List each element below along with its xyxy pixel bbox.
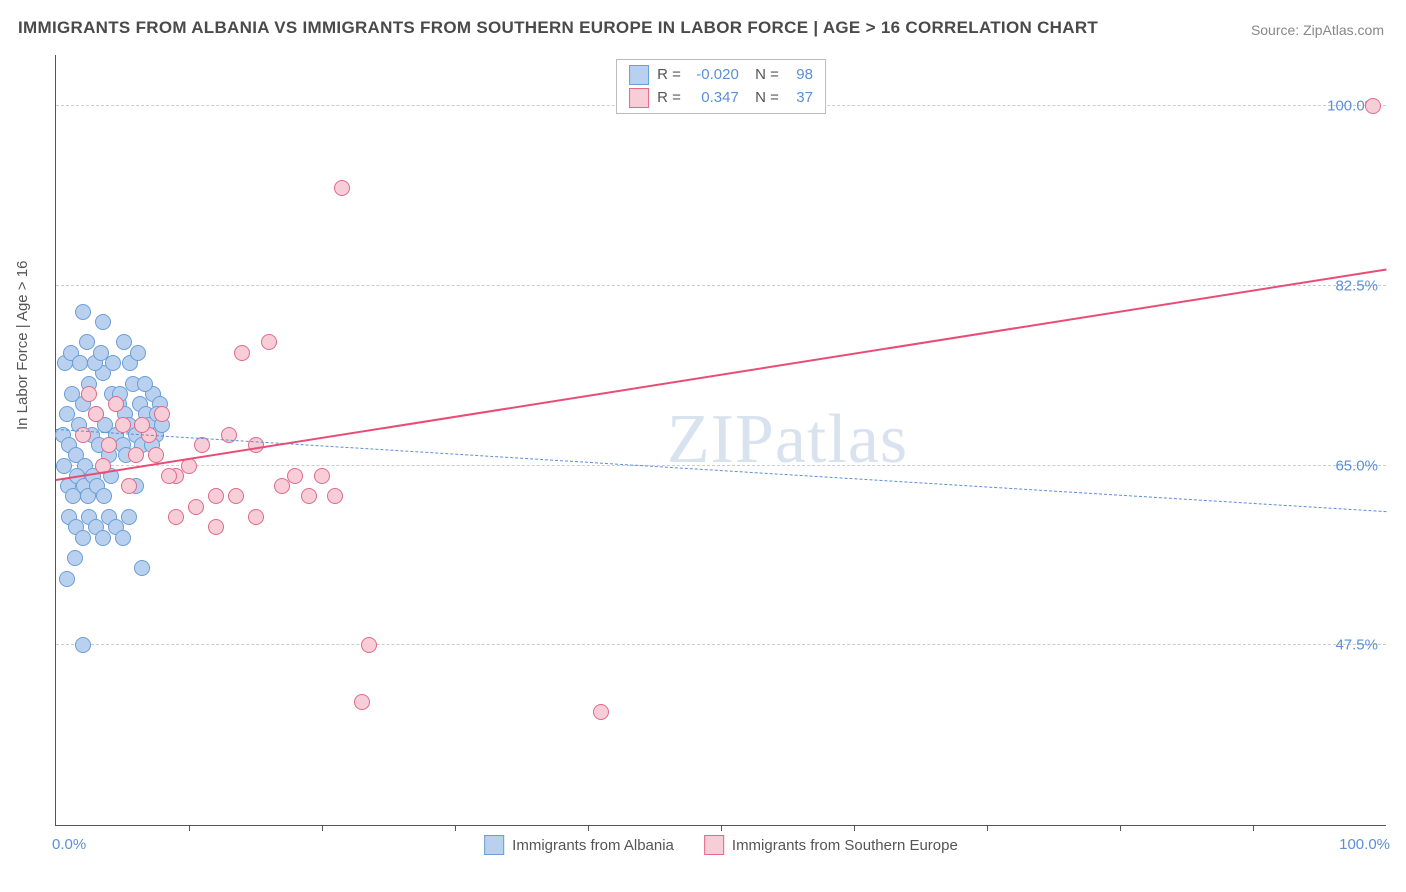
data-point xyxy=(75,530,91,546)
x-axis-label: 0.0% xyxy=(52,836,86,853)
x-tick xyxy=(455,825,456,831)
data-point xyxy=(248,437,264,453)
data-point xyxy=(1365,98,1381,114)
data-point xyxy=(96,488,112,504)
y-tick-label: 47.5% xyxy=(1335,637,1378,654)
x-tick xyxy=(987,825,988,831)
data-point xyxy=(334,180,350,196)
data-point xyxy=(148,447,164,463)
data-point xyxy=(108,396,124,412)
data-point xyxy=(67,550,83,566)
data-point xyxy=(188,499,204,515)
legend-n-value: 37 xyxy=(787,87,813,110)
legend-swatch xyxy=(484,835,504,855)
gridline xyxy=(56,644,1386,645)
data-point xyxy=(134,417,150,433)
data-point xyxy=(354,694,370,710)
data-point xyxy=(75,637,91,653)
data-point xyxy=(95,530,111,546)
data-point xyxy=(105,355,121,371)
data-point xyxy=(79,334,95,350)
data-point xyxy=(274,478,290,494)
x-tick xyxy=(721,825,722,831)
gridline xyxy=(56,465,1386,466)
data-point xyxy=(72,355,88,371)
data-point xyxy=(130,345,146,361)
legend-r-label: R = xyxy=(657,87,681,110)
legend-n-label: N = xyxy=(747,87,779,110)
data-point xyxy=(234,345,250,361)
legend-series: Immigrants from Albania Immigrants from S… xyxy=(484,835,958,855)
legend-n-label: N = xyxy=(747,64,779,87)
data-point xyxy=(208,519,224,535)
chart-title: IMMIGRANTS FROM ALBANIA VS IMMIGRANTS FR… xyxy=(18,18,1098,38)
x-tick xyxy=(1253,825,1254,831)
legend-r-label: R = xyxy=(657,64,681,87)
data-point xyxy=(361,637,377,653)
data-point xyxy=(88,406,104,422)
data-point xyxy=(75,427,91,443)
data-point xyxy=(301,488,317,504)
x-tick xyxy=(322,825,323,831)
data-point xyxy=(101,437,117,453)
data-point xyxy=(134,560,150,576)
legend-r-value: 0.347 xyxy=(689,87,739,110)
data-point xyxy=(168,509,184,525)
data-point xyxy=(261,334,277,350)
y-tick-label: 65.0% xyxy=(1335,457,1378,474)
data-point xyxy=(128,447,144,463)
plot-area: ZIPatlas R =-0.020 N =98R =0.347 N =37 I… xyxy=(55,55,1386,826)
legend-series-label: Immigrants from Southern Europe xyxy=(732,837,958,854)
data-point xyxy=(121,478,137,494)
data-point xyxy=(121,509,137,525)
legend-series-item: Immigrants from Southern Europe xyxy=(704,835,958,855)
x-tick xyxy=(1120,825,1121,831)
data-point xyxy=(314,468,330,484)
y-tick-label: 82.5% xyxy=(1335,278,1378,295)
legend-series-label: Immigrants from Albania xyxy=(512,837,674,854)
data-point xyxy=(81,386,97,402)
source-attribution: Source: ZipAtlas.com xyxy=(1251,22,1384,38)
data-point xyxy=(154,406,170,422)
legend-correlation-row: R = 0.347 N = 37 xyxy=(629,87,813,110)
y-axis-label: In Labor Force | Age > 16 xyxy=(14,261,31,430)
data-point xyxy=(161,468,177,484)
data-point xyxy=(208,488,224,504)
data-point xyxy=(194,437,210,453)
legend-swatch xyxy=(704,835,724,855)
legend-n-value: 98 xyxy=(787,64,813,87)
data-point xyxy=(228,488,244,504)
data-point xyxy=(115,417,131,433)
legend-correlation-box: R = -0.020 N = 98 R = 0.347 N = 37 xyxy=(616,59,826,114)
legend-correlation-row: R = -0.020 N = 98 xyxy=(629,64,813,87)
x-tick xyxy=(189,825,190,831)
data-point xyxy=(75,304,91,320)
gridline xyxy=(56,285,1386,286)
x-tick xyxy=(588,825,589,831)
data-point xyxy=(59,571,75,587)
data-point xyxy=(137,376,153,392)
trend-line xyxy=(56,269,1386,481)
data-point xyxy=(115,530,131,546)
legend-r-value: -0.020 xyxy=(689,64,739,87)
legend-series-item: Immigrants from Albania xyxy=(484,835,674,855)
x-axis-label: 100.0% xyxy=(1339,836,1390,853)
data-point xyxy=(116,334,132,350)
data-point xyxy=(287,468,303,484)
legend-swatch xyxy=(629,88,649,108)
legend-swatch xyxy=(629,65,649,85)
data-point xyxy=(593,704,609,720)
data-point xyxy=(95,314,111,330)
data-point xyxy=(327,488,343,504)
x-tick xyxy=(854,825,855,831)
data-point xyxy=(248,509,264,525)
trend-line xyxy=(56,429,1386,512)
